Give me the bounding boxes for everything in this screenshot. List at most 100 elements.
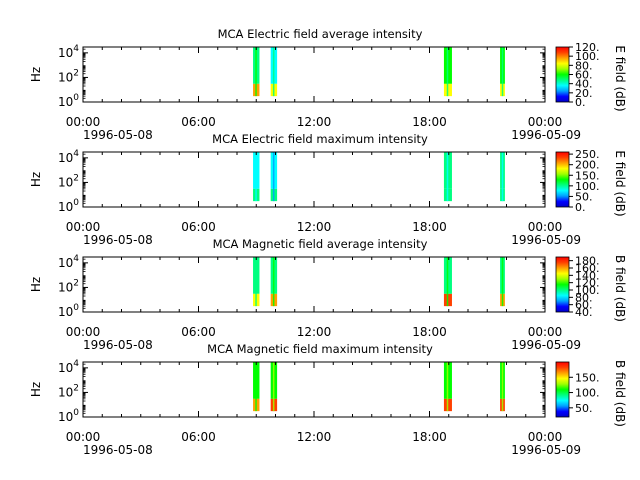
x-tick-label: 18:00: [412, 430, 447, 444]
colorbar-tick-label: 200.: [575, 159, 600, 172]
spectrogram-streak: [255, 257, 257, 307]
x-tick-label: 00:00: [528, 220, 563, 234]
colorbar-tick-label: 50.: [575, 402, 593, 415]
y-tick-label: 102: [58, 68, 79, 84]
x-tick-label: 12:00: [297, 220, 332, 234]
colorbar-tick-label: 60.: [575, 299, 593, 312]
panel-title: MCA Electric field maximum intensity: [212, 132, 428, 146]
spectrogram-streak: [446, 47, 449, 97]
x-tick-label: 12:00: [297, 325, 332, 339]
colorbar-tick-label: 150.: [575, 169, 600, 182]
y-tick-label: 100: [58, 93, 79, 109]
spectrogram-streak: [255, 362, 257, 412]
colorbar-tick-label: 140.: [575, 269, 600, 282]
x-tick-label: 18:00: [412, 220, 447, 234]
colorbar-tick-label: 100.: [575, 387, 600, 400]
colorbar-tick-label: 100.: [575, 284, 600, 297]
x-tick-label: 06:00: [181, 325, 216, 339]
panel-1: MCA Electric field average intensity 00:0…: [29, 27, 627, 142]
x-tick-label: 06:00: [181, 430, 216, 444]
y-axis-label: Hz: [29, 382, 43, 397]
x-tick-label: 18:00: [412, 115, 447, 129]
panel-title: MCA Magnetic field maximum intensity: [207, 342, 433, 356]
colorbar-tick-label: 40.: [575, 78, 593, 91]
x-date-label: 1996-05-08: [83, 443, 153, 457]
spectrogram-streak: [446, 152, 449, 202]
x-tick-label: 18:00: [412, 325, 447, 339]
spectrogram-streak: [501, 47, 504, 97]
spectrogram-streak: [446, 257, 449, 307]
x-tick-label: 06:00: [181, 115, 216, 129]
spectrogram-streak: [501, 152, 504, 202]
colorbar-label: B field (dB): [613, 255, 627, 322]
x-tick-label: 00:00: [66, 325, 101, 339]
colorbar-tick-label: 20.: [575, 87, 593, 100]
colorbar-label: B field (dB): [613, 360, 627, 427]
x-tick-label: 12:00: [297, 115, 332, 129]
x-date-label: 1996-05-09: [511, 128, 581, 142]
y-tick-label: 104: [58, 359, 79, 375]
colorbar-tick-label: 40.: [575, 306, 593, 319]
x-tick-label: 00:00: [528, 115, 563, 129]
colorbar-tick-label: 50.: [575, 190, 593, 203]
x-tick-label: 00:00: [528, 325, 563, 339]
colorbar-tick-label: 180.: [575, 255, 600, 268]
spectrogram-streak: [501, 257, 504, 307]
spectrogram-streak: [272, 257, 275, 307]
axes-frame: [82, 46, 546, 103]
x-date-label: 1996-05-08: [83, 128, 153, 142]
panel-title: MCA Electric field average intensity: [218, 27, 423, 41]
x-date-label: 1996-05-09: [511, 233, 581, 247]
panel-3: MCA Magnetic field average intensity 00:0…: [29, 237, 627, 352]
x-date-label: 1996-05-09: [511, 443, 581, 457]
y-tick-label: 102: [58, 173, 79, 189]
spectrogram-streak: [255, 152, 257, 202]
panel-title: MCA Magnetic field average intensity: [213, 237, 428, 251]
y-tick-label: 104: [58, 254, 79, 270]
y-tick-label: 102: [58, 383, 79, 399]
x-tick-label: 00:00: [66, 115, 101, 129]
colorbar-tick-label: 160.: [575, 262, 600, 275]
colorbar: [555, 46, 570, 103]
colorbar-label: E field (dB): [613, 150, 627, 216]
panel-4: MCA Magnetic field maximum intensity 00:0…: [29, 342, 627, 457]
colorbar-tick-label: 250.: [575, 148, 600, 161]
x-date-label: 1996-05-08: [83, 338, 153, 352]
spectrogram-streak: [272, 47, 275, 97]
colorbar-tick-label: 80.: [575, 291, 593, 304]
y-tick-label: 100: [58, 303, 79, 319]
spectrogram-streak: [446, 362, 449, 412]
colorbar: [555, 256, 570, 313]
y-tick-label: 104: [58, 44, 79, 60]
x-tick-label: 00:00: [66, 430, 101, 444]
y-tick-label: 100: [58, 408, 79, 424]
x-tick-label: 06:00: [181, 220, 216, 234]
colorbar-tick-label: 100.: [575, 50, 600, 63]
y-axis-label: Hz: [29, 172, 43, 187]
axes-frame: [82, 151, 546, 208]
x-tick-label: 12:00: [297, 430, 332, 444]
colorbar-tick-label: 0.: [575, 201, 586, 214]
x-date-label: 1996-05-09: [511, 338, 581, 352]
spectrogram-streak: [501, 362, 504, 412]
x-tick-label: 00:00: [66, 220, 101, 234]
y-axis-label: Hz: [29, 277, 43, 292]
y-tick-label: 104: [58, 149, 79, 165]
axes-frame: [82, 256, 546, 313]
y-tick-label: 100: [58, 198, 79, 214]
y-axis-label: Hz: [29, 67, 43, 82]
colorbar-label: E field (dB): [613, 45, 627, 111]
spectrogram-streak: [255, 47, 257, 97]
colorbar: [555, 151, 570, 208]
colorbar-tick-label: 120.: [575, 277, 600, 290]
axes-frame: [82, 361, 546, 418]
colorbar-tick-label: 100.: [575, 180, 600, 193]
colorbar-tick-label: 150.: [575, 371, 600, 384]
panel-2: MCA Electric field maximum intensity 00:0…: [29, 132, 627, 247]
colorbar-tick-label: 80.: [575, 59, 593, 72]
colorbar-tick-label: 60.: [575, 69, 593, 82]
colorbar: [555, 361, 570, 418]
spectrogram-streak: [272, 152, 275, 202]
colorbar-tick-label: 120.: [575, 41, 600, 54]
